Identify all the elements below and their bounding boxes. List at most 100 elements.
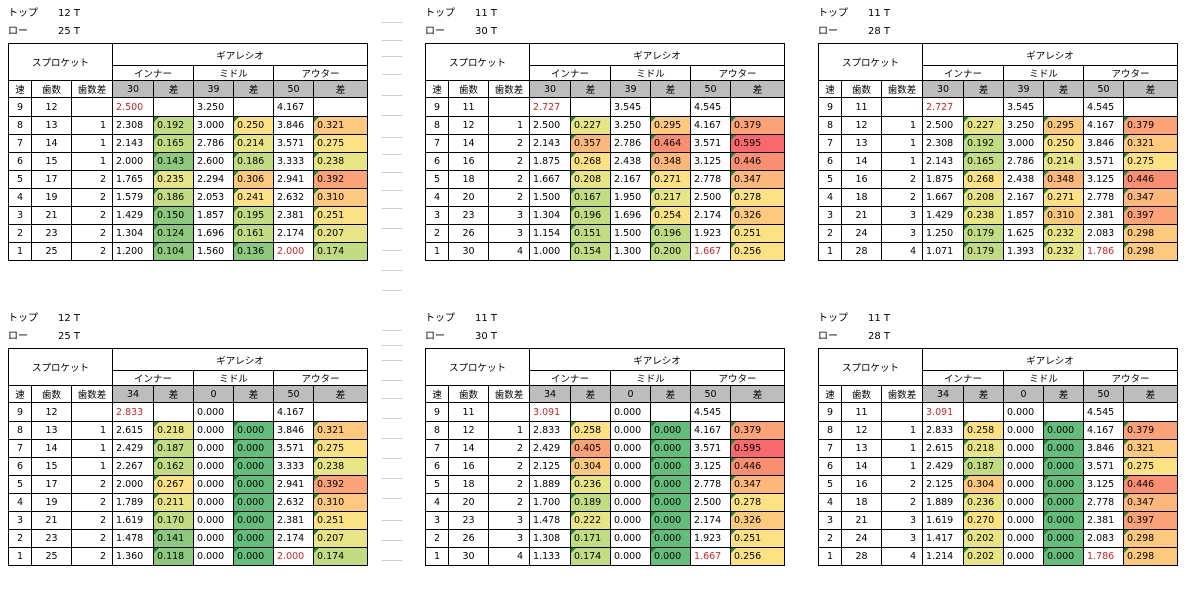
- middle-ratio-cell: 1.857: [193, 206, 235, 225]
- speed-cell: 4: [8, 188, 32, 207]
- teeth-diff-cell: 3: [880, 529, 924, 548]
- outer-diff-cell: 0.347: [730, 475, 786, 494]
- outer-diff-cell: [313, 97, 369, 117]
- speed-cell: 4: [818, 188, 842, 207]
- teeth-cell: 25: [31, 242, 72, 261]
- inner-ratio-cell: 2.125: [529, 457, 572, 476]
- inner-diff-cell: [570, 97, 612, 117]
- top-cog-value: 12 T: [58, 8, 81, 19]
- speed-header: 速: [8, 80, 32, 98]
- middle-chainring: 39: [610, 80, 652, 98]
- middle-diff-cell: 0.000: [650, 547, 692, 566]
- middle-ratio-cell: 0.000: [1003, 529, 1045, 548]
- inner-diff-cell: 0.170: [153, 511, 195, 530]
- outer-diff-cell: [313, 402, 369, 422]
- middle-ratio-cell: 0.000: [610, 511, 652, 530]
- outer-diff-cell: 0.379: [730, 421, 786, 440]
- inner-diff-cell: 0.258: [570, 421, 612, 440]
- inner-ratio-cell: 1.619: [922, 511, 965, 530]
- outer-diff-cell: 0.321: [313, 116, 369, 135]
- table-row: 6 16 2 2.125 0.304 0.000 0.000 3.125 0.446: [425, 457, 786, 476]
- middle-ratio-cell: 0.000: [610, 421, 652, 440]
- inner-ratio-cell: 1.889: [922, 493, 965, 512]
- middle-chainring: 39: [1003, 80, 1045, 98]
- middle-ratio-cell: 0.000: [610, 402, 652, 422]
- teeth-diff-cell: 1: [880, 134, 924, 153]
- speed-cell: 3: [425, 511, 449, 530]
- inner-ratio-cell: 2.000: [112, 475, 155, 494]
- outer-diff-cell: 0.446: [1123, 170, 1179, 189]
- inner-diff-cell: 0.258: [963, 421, 1005, 440]
- outer-ratio-cell: 3.846: [1083, 134, 1125, 153]
- middle-chainring: 0: [610, 385, 652, 403]
- teeth-cell: 14: [448, 134, 489, 153]
- teeth-cell: 21: [31, 206, 72, 225]
- inner-diff-cell: 0.118: [153, 547, 195, 566]
- middle-diff-cell: 0.000: [1043, 493, 1085, 512]
- middle-ratio-cell: 0.000: [193, 475, 235, 494]
- outer-ratio-cell: 2.381: [273, 511, 315, 530]
- low-cog-value: 30 T: [475, 331, 498, 342]
- outer-ratio-cell: 3.571: [273, 439, 315, 458]
- middle-diff-cell: 0.000: [650, 439, 692, 458]
- outer-diff-cell: 0.379: [1123, 116, 1179, 135]
- outer-diff-cell: 0.347: [1123, 493, 1179, 512]
- teeth-diff-cell: 1: [70, 134, 114, 153]
- teeth-cell: 12: [448, 421, 489, 440]
- middle-diff-cell: 0.000: [1043, 529, 1085, 548]
- gear-ratio-header: ギアレシオ: [112, 348, 369, 371]
- gear-ratio-header: ギアレシオ: [922, 43, 1179, 66]
- middle-ratio-cell: 1.696: [193, 224, 235, 243]
- low-label: ロー: [425, 26, 445, 37]
- middle-ratio-cell: 2.438: [610, 152, 652, 171]
- inner-diff-cell: 0.187: [153, 439, 195, 458]
- teeth-cell: 26: [448, 224, 489, 243]
- gridline-divider: [382, 290, 402, 291]
- table-row: 9 12 2.500 3.250 4.167: [8, 97, 369, 117]
- middle-diff-cell: 0.306: [233, 170, 275, 189]
- speed-cell: 4: [818, 493, 842, 512]
- inner-ratio-cell: 2.000: [112, 152, 155, 171]
- outer-diff-cell: 0.174: [313, 547, 369, 566]
- teeth-diff-cell: 1: [487, 116, 531, 135]
- middle-ratio-cell: 1.300: [610, 242, 652, 261]
- outer-diff-cell: 0.275: [313, 134, 369, 153]
- gridline-divider: [382, 228, 402, 229]
- teeth-diff-cell: 2: [880, 493, 924, 512]
- teeth-diff-cell: 1: [70, 116, 114, 135]
- low-cog-row: ロー 28 T: [818, 328, 1178, 346]
- teeth-diff-cell: 2: [70, 547, 114, 566]
- teeth-cell: 18: [448, 475, 489, 494]
- middle-ratio-cell: 0.000: [1003, 457, 1045, 476]
- inner-ratio-cell: 1.619: [112, 511, 155, 530]
- outer-ratio-cell: 3.125: [690, 457, 732, 476]
- outer-ratio-cell: 2.174: [273, 224, 315, 243]
- low-cog-value: 28 T: [868, 26, 891, 37]
- outer-ratio-cell: 2.632: [273, 188, 315, 207]
- speed-cell: 6: [425, 152, 449, 171]
- gear-table-block-4: トップ 12 T ロー 25 T スプロケット ギアレシオ インナー ミドル ア…: [7, 310, 369, 566]
- speed-cell: 2: [818, 529, 842, 548]
- gear-table-block-3: トップ 11 T ロー 28 T スプロケット ギアレシオ インナー ミドル ア…: [817, 5, 1179, 261]
- speed-cell: 8: [8, 421, 32, 440]
- middle-diff-header: 差: [233, 385, 275, 403]
- inner-ratio-cell: 1.667: [922, 188, 965, 207]
- speed-header: 速: [818, 385, 842, 403]
- middle-ratio-cell: 0.000: [610, 493, 652, 512]
- middle-diff-cell: 0.000: [233, 421, 275, 440]
- outer-ratio-cell: 3.571: [1083, 152, 1125, 171]
- outer-diff-cell: 0.251: [313, 511, 369, 530]
- gridline-divider: [382, 172, 402, 173]
- middle-ratio-cell: 2.438: [1003, 170, 1045, 189]
- inner-ratio-cell: 2.429: [112, 439, 155, 458]
- outer-header: アウター: [1083, 370, 1179, 386]
- inner-ratio-cell: 1.478: [112, 529, 155, 548]
- gridline-divider: [382, 438, 402, 439]
- teeth-cell: 18: [841, 188, 882, 207]
- inner-header: インナー: [529, 370, 612, 386]
- teeth-cell: 16: [841, 170, 882, 189]
- gridline-divider: [382, 56, 402, 57]
- inner-diff-header: 差: [963, 385, 1005, 403]
- low-label: ロー: [818, 26, 838, 37]
- speed-cell: 2: [8, 529, 32, 548]
